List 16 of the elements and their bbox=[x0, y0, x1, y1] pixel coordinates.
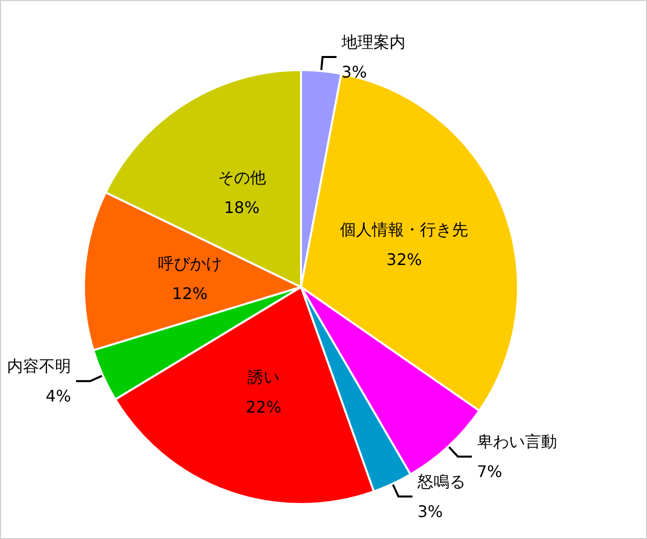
slice-label: 怒鳴る bbox=[416, 472, 466, 491]
data-label: 3% bbox=[342, 62, 367, 82]
slice-label: 内容不明 bbox=[7, 356, 72, 376]
slice-label: 地理案内 bbox=[340, 32, 406, 52]
data-label: 12% bbox=[172, 284, 208, 303]
data-label: 3% bbox=[417, 502, 443, 521]
slice-label: 呼びかけ bbox=[158, 254, 222, 273]
slice-label: 誘い bbox=[248, 368, 280, 387]
data-label: 32% bbox=[386, 250, 422, 270]
data-label: 22% bbox=[246, 398, 282, 417]
data-label: 4% bbox=[46, 386, 72, 406]
data-label: 18% bbox=[224, 198, 260, 218]
slice-label: 卑わい言動 bbox=[476, 432, 557, 452]
slice-label: その他 bbox=[218, 168, 266, 188]
data-label: 7% bbox=[476, 462, 502, 482]
slice-label: 個人情報・行き先 bbox=[340, 220, 468, 240]
